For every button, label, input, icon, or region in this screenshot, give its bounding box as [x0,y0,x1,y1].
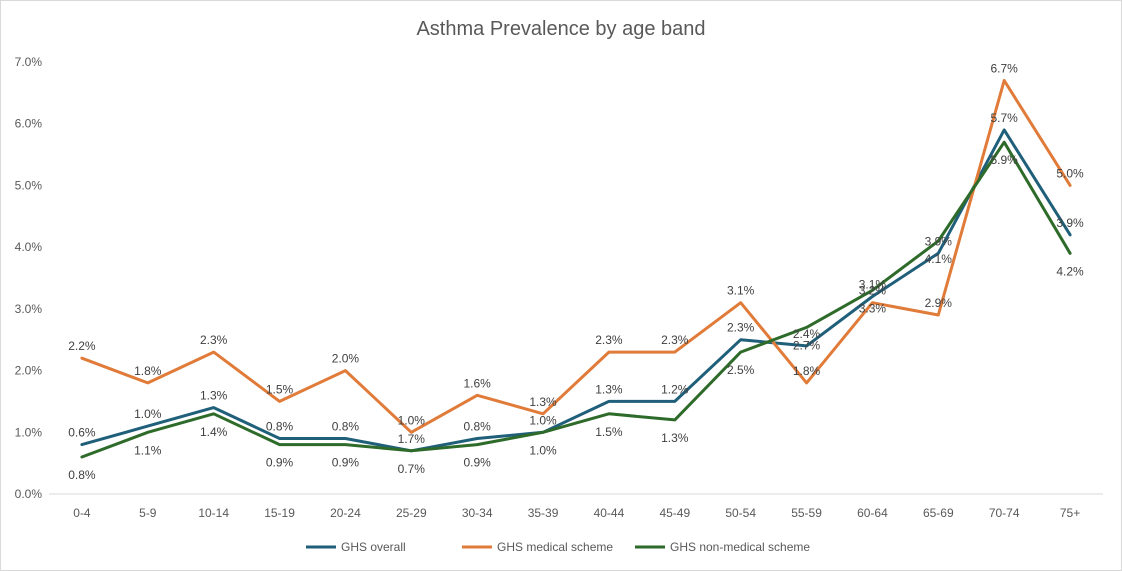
series-line [80,79,1072,434]
data-label: 0.9% [464,456,492,470]
y-tick-label: 6.0% [15,117,43,131]
data-label: 2.3% [200,333,228,347]
data-label: 5.9% [991,153,1019,167]
data-label: 1.0% [398,413,426,427]
data-label: 1.3% [200,389,228,403]
data-label: 1.4% [200,425,228,439]
data-label: 1.0% [134,407,162,421]
data-label: 1.7% [398,432,426,446]
x-tick-label: 50-54 [725,506,756,520]
data-label: 2.7% [793,338,821,352]
data-label: 0.6% [68,426,96,440]
x-tick-label: 55-59 [791,506,822,520]
data-label: 6.7% [991,62,1019,76]
data-label: 1.5% [266,382,294,396]
legend: GHS overall GHS medical scheme GHS non-med… [306,540,810,554]
data-label: 3.9% [1056,216,1084,230]
data-label: 0.8% [68,468,96,482]
y-tick-label: 2.0% [15,364,43,378]
data-label: 4.2% [1056,264,1084,278]
data-label: 0.9% [266,456,294,470]
x-tick-label: 70-74 [989,506,1020,520]
data-label: 0.8% [332,419,360,433]
x-tick-label: 5-9 [139,506,157,520]
x-tick-label: 25-29 [396,506,427,520]
data-label: 3.1% [859,278,887,292]
series-lines [80,79,1072,459]
legend-label: GHS non-medical scheme [670,540,810,554]
x-tick-label: 35-39 [528,506,559,520]
x-tick-label: 45-49 [659,506,690,520]
data-label: 3.3% [859,301,887,315]
data-label: 0.8% [464,419,492,433]
series-line [80,140,1072,459]
data-label: 5.0% [1056,166,1084,180]
data-label: 1.0% [529,443,557,457]
y-tick-label: 5.0% [15,178,43,192]
data-label: 1.3% [661,431,689,445]
y-tick-label: 4.0% [15,240,43,254]
y-axis-ticks: 0.0% 1.0% 2.0% 3.0% 4.0% 5.0% 6.0% 7.0% [15,55,43,501]
data-label: 1.3% [529,395,557,409]
data-label: 2.2% [68,339,96,353]
data-label: 0.8% [266,419,294,433]
x-tick-label: 65-69 [923,506,954,520]
data-label: 4.1% [925,252,953,266]
x-tick-label: 15-19 [264,506,295,520]
data-label: 3.1% [727,284,755,298]
x-axis-ticks: 0-4 5-9 10-14 15-19 20-24 25-29 30-34 35-39 40-4… [73,506,1080,520]
data-label: 2.9% [925,296,953,310]
x-tick-label: 75+ [1060,506,1080,520]
data-label: 1.3% [595,382,623,396]
data-label: 0.7% [398,462,426,476]
data-label: 2.5% [727,363,755,377]
chart-title: Asthma Prevalence by age band [416,18,705,40]
data-label: 3.2% [859,284,887,298]
x-tick-label: 10-14 [198,506,229,520]
data-label: 1.5% [595,425,623,439]
data-label: 2.3% [727,321,755,335]
data-label: 2.3% [595,333,623,347]
y-tick-label: 0.0% [15,487,43,501]
legend-label: GHS overall [341,540,406,554]
data-label: 1.6% [464,376,492,390]
data-label: 1.8% [793,364,821,378]
legend-label: GHS medical scheme [497,540,613,554]
series-line [80,128,1072,453]
data-label: 1.8% [134,364,162,378]
x-tick-label: 20-24 [330,506,361,520]
data-label: 1.1% [134,443,162,457]
data-label: 5.7% [991,111,1019,125]
data-label: 0.9% [332,456,360,470]
data-label: 2.3% [661,333,689,347]
x-tick-label: 0-4 [73,506,91,520]
data-label: 3.9% [925,234,953,248]
y-tick-label: 7.0% [15,55,43,69]
data-label: 1.0% [529,413,557,427]
x-tick-label: 60-64 [857,506,888,520]
x-tick-label: 30-34 [462,506,493,520]
data-label: 2.0% [332,352,360,366]
y-tick-label: 1.0% [15,425,43,439]
data-label: 1.2% [661,382,689,396]
data-labels: 0.6% 1.0% 1.3% 0.8% 0.8% 1.7% 0.8% 1.0% 1.3% 1.2%… [68,62,1084,482]
x-tick-label: 40-44 [594,506,625,520]
data-label: 2.4% [793,327,821,341]
y-tick-label: 3.0% [15,302,43,316]
